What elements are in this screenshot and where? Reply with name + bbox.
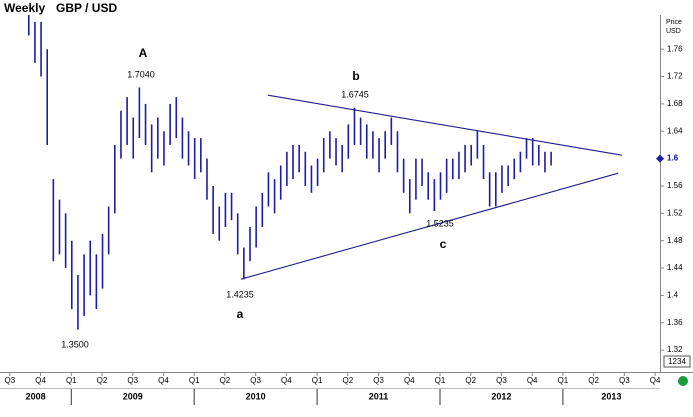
footer-box-text: 1234	[668, 357, 686, 366]
year-label: 2008	[26, 391, 46, 401]
last-price-label: 1.6	[667, 154, 679, 163]
plot-area	[27, 15, 622, 330]
x-tick-label: Q3	[619, 376, 630, 385]
x-tick-label: Q2	[342, 376, 353, 385]
y-unit: USD	[666, 28, 681, 35]
x-tick-label: Q2	[588, 376, 599, 385]
y-tick-label: 1.76	[667, 44, 683, 53]
chart-subtitle: GBP / USD	[56, 1, 117, 15]
annotation: 1.7040	[127, 69, 155, 79]
annotation: 1.5235	[426, 218, 454, 228]
year-label: 2010	[246, 391, 266, 401]
x-tick-label: Q3	[373, 376, 384, 385]
x-tick-label: Q4	[281, 376, 292, 385]
y-tick-label: 1.64	[667, 126, 683, 135]
y-tick-label: 1.6	[667, 154, 679, 163]
year-label: 2011	[369, 391, 389, 401]
x-tick-label: Q4	[404, 376, 415, 385]
x-tick-label: Q4	[527, 376, 538, 385]
year-label: 2009	[123, 391, 143, 401]
trendline	[267, 94, 622, 156]
status-dot[interactable]	[678, 376, 688, 386]
y-tick-label: 1.56	[667, 181, 683, 190]
annotation: b	[352, 69, 359, 83]
y-tick-label: 1.48	[667, 236, 683, 245]
annotation: a	[237, 307, 244, 321]
y-tick-label: 1.36	[667, 318, 683, 327]
y-tick-label: 1.68	[667, 99, 683, 108]
x-tick-label: Q4	[650, 376, 661, 385]
x-tick-label: Q1	[558, 376, 569, 385]
annotation: A	[139, 46, 148, 60]
x-tick-label: Q2	[220, 376, 231, 385]
last-price-marker	[656, 154, 664, 163]
year-label: 2012	[491, 391, 511, 401]
y-tick-label: 1.4	[667, 291, 679, 300]
annotation: c	[440, 237, 447, 251]
y-label: Price	[666, 19, 682, 26]
y-tick-label: 1.44	[667, 263, 683, 272]
x-tick-label: Q1	[312, 376, 323, 385]
x-tick-label: Q3	[127, 376, 138, 385]
chart-title: Weekly	[4, 1, 45, 15]
x-tick-label: Q1	[435, 376, 446, 385]
x-tick-label: Q3	[4, 376, 15, 385]
annotation: 1.6745	[341, 89, 369, 99]
x-tick-label: Q2	[465, 376, 476, 385]
annotation: 1.3500	[61, 339, 89, 349]
trendline	[240, 172, 619, 280]
x-tick-label: Q3	[250, 376, 261, 385]
y-tick-label: 1.72	[667, 72, 683, 81]
x-tick-label: Q2	[97, 376, 108, 385]
x-tick-label: Q4	[158, 376, 169, 385]
x-tick-label: Q1	[66, 376, 77, 385]
annotation: 1.4235	[226, 289, 254, 299]
y-tick-label: 1.52	[667, 208, 683, 217]
footer-box	[663, 355, 691, 368]
y-tick-label: 1.32	[667, 345, 683, 354]
x-tick-label: Q4	[35, 376, 46, 385]
x-tick-label: Q3	[496, 376, 507, 385]
x-tick-label: Q1	[189, 376, 200, 385]
year-label: 2013	[601, 391, 621, 401]
